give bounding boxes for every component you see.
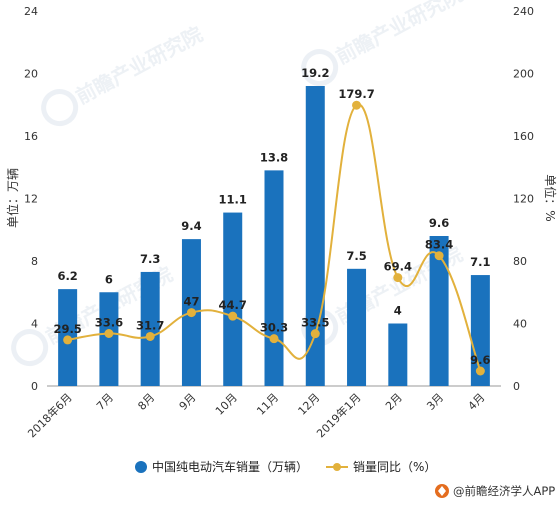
legend-line-marker-dot — [333, 463, 341, 471]
x-tick-label: 8月 — [135, 391, 157, 413]
line-point — [186, 308, 196, 318]
footer-text: @前瞻经济学人APP — [453, 484, 555, 498]
bar-data-label: 19.2 — [301, 66, 329, 80]
bar — [429, 236, 449, 386]
line-point — [393, 273, 403, 283]
x-tick-label: 3月 — [424, 391, 446, 413]
bar — [264, 170, 284, 386]
line-point — [228, 311, 238, 321]
watermark-logo-icon — [41, 89, 79, 127]
line-point — [63, 335, 73, 345]
watermark-0: 前瞻产业研究院 — [41, 22, 207, 127]
bar-data-label: 7.1 — [470, 255, 490, 269]
right-tick-label: 0 — [513, 380, 520, 393]
line-data-label: 30.3 — [260, 321, 288, 335]
left-axis-title: 单位：万辆 — [5, 168, 20, 228]
bar — [347, 268, 367, 386]
x-tick-label: 4月 — [466, 391, 488, 413]
footer: @前瞻经济学人APP — [435, 484, 555, 498]
line-data-label: 69.4 — [384, 260, 412, 274]
left-tick-label: 8 — [31, 255, 38, 268]
right-axis-title: 单位：% — [543, 174, 558, 221]
line-series: 29.5 33.6 31.747 44.730.3 33.5179.769.483.49… — [53, 87, 491, 376]
line-point — [145, 331, 155, 341]
line-data-label: 31.7 — [136, 318, 164, 332]
right-tick-label: 240 — [513, 5, 534, 18]
bar — [305, 86, 325, 386]
legend-bar-label: 中国纯电动汽车销量（万辆） — [152, 459, 308, 474]
line-data-label: 179.7 — [338, 87, 374, 101]
x-tick-label: 2月 — [383, 391, 405, 413]
line-data-label: 9.6 — [470, 353, 490, 367]
x-tick-label: 2018年6月 — [25, 390, 75, 440]
bar — [388, 323, 408, 386]
bar-data-label: 9.6 — [429, 216, 449, 230]
bar-data-label: 7.3 — [140, 252, 160, 266]
left-tick-label: 4 — [31, 318, 38, 331]
line-data-label: 33.5 — [301, 316, 329, 330]
line-data-label: 83.4 — [425, 238, 453, 252]
right-tick-label: 200 — [513, 68, 534, 81]
right-axis-ticks: 0 40 80 120 160 200 240 — [513, 5, 534, 393]
line-point — [475, 366, 485, 376]
right-tick-label: 80 — [513, 255, 527, 268]
x-tick-label: 10月 — [213, 391, 240, 418]
line-data-label: 33.6 — [95, 316, 123, 330]
x-tick-label: 9月 — [177, 391, 199, 413]
bar-data-label: 13.8 — [260, 150, 288, 164]
x-tick-label: 11月 — [254, 391, 281, 418]
x-tick-label: 12月 — [296, 391, 323, 418]
left-tick-label: 24 — [24, 5, 38, 18]
x-tick-label: 2019年1月 — [313, 390, 363, 440]
left-tick-label: 16 — [24, 130, 38, 143]
line-point — [310, 329, 320, 339]
bar-data-label: 6 — [105, 272, 113, 286]
line-data-label: 44.7 — [219, 298, 247, 312]
bar-data-label: 7.5 — [346, 249, 366, 263]
line-point — [352, 100, 362, 110]
qianzhan-logo-icon — [435, 484, 449, 498]
right-tick-label: 160 — [513, 130, 534, 143]
watermark-logo-icon — [301, 49, 339, 87]
bar-data-label: 9.4 — [181, 219, 201, 233]
line-point — [434, 251, 444, 261]
watermark-text: 前瞻产业研究院 — [72, 22, 207, 109]
right-tick-label: 40 — [513, 318, 527, 331]
watermark-logo-icon — [11, 329, 49, 367]
line-data-label: 47 — [183, 295, 199, 309]
left-tick-label: 12 — [24, 193, 38, 206]
right-tick-label: 120 — [513, 193, 534, 206]
bar — [140, 271, 160, 386]
line-data-label: 29.5 — [53, 322, 81, 336]
line-point — [104, 329, 114, 338]
bar — [99, 292, 119, 386]
legend-bar-marker — [135, 461, 147, 473]
bar-data-label: 6.2 — [57, 269, 77, 283]
bar-data-label: 11.1 — [219, 193, 247, 207]
legend-line-label: 销量同比（%） — [353, 460, 436, 474]
line-point — [269, 334, 279, 344]
legend: 中国纯电动汽车销量（万辆） 销量同比（%） — [135, 459, 436, 474]
left-tick-label: 0 — [31, 380, 38, 393]
left-tick-label: 20 — [24, 68, 38, 81]
x-tick-label: 7月 — [94, 391, 116, 413]
left-axis-ticks: 0 4 8 12 16 20 24 — [24, 5, 38, 393]
bar — [223, 212, 243, 386]
bar-data-label: 4 — [394, 304, 402, 318]
watermark-text: 前瞻产业研究院 — [332, 0, 467, 69]
